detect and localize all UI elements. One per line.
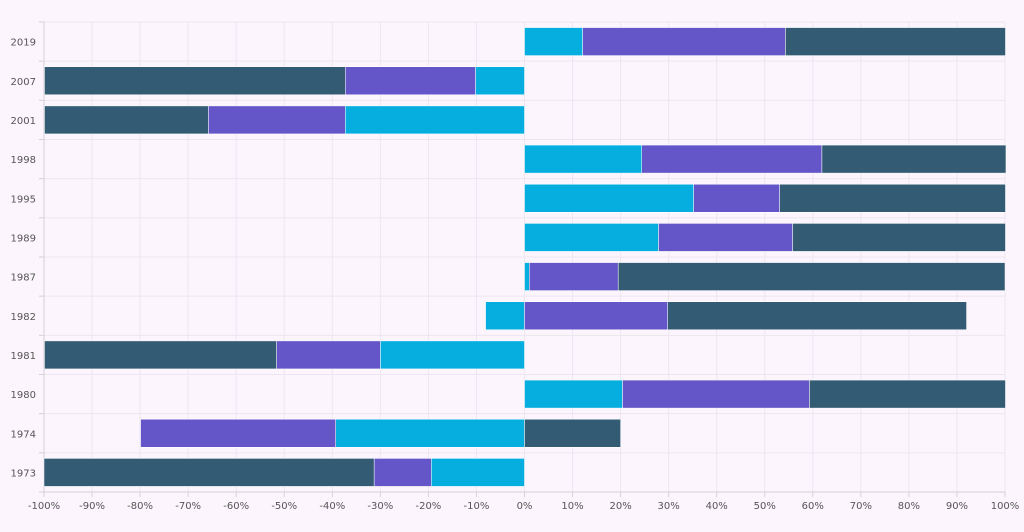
- x-tick-label: -60%: [223, 501, 249, 512]
- x-tick-label: -20%: [415, 501, 441, 512]
- x-tick-label: 70%: [850, 501, 872, 512]
- y-tick-label: 1980: [11, 390, 36, 401]
- y-tick-label: 1974: [11, 429, 36, 440]
- bar-segment-2007-series-1: [475, 66, 525, 95]
- x-tick-label: -90%: [79, 501, 105, 512]
- x-tick-label: -70%: [175, 501, 201, 512]
- x-tick-label: -30%: [367, 501, 393, 512]
- x-tick-label: 10%: [561, 501, 583, 512]
- bar-segment-1995-series-1: [524, 184, 694, 213]
- y-tick-label: 2007: [11, 77, 36, 88]
- bar-segment-1974-series-1: [335, 419, 525, 448]
- y-tick-label: 1995: [11, 194, 36, 205]
- bar-segment-1980-series-1: [524, 379, 623, 409]
- bar-segment-1998-series-3: [821, 144, 1007, 174]
- y-tick-label: 1982: [11, 312, 36, 323]
- y-tick-label: 1998: [11, 155, 36, 166]
- bar-segment-1995-series-2: [693, 184, 780, 213]
- y-tick-label: 2019: [11, 38, 36, 49]
- x-tick-label: -40%: [319, 501, 345, 512]
- bar-segment-1989-series-3: [792, 223, 1006, 252]
- bar-segment-2019-series-3: [785, 27, 1006, 56]
- bar-segment-1987-series-1: [524, 262, 530, 291]
- bar-segment-2007-series-3: [44, 66, 346, 95]
- bar-segment-1981-series-3: [44, 340, 277, 370]
- bar-segment-1987-series-3: [617, 262, 1006, 291]
- bar-segment-2001-series-3: [44, 105, 209, 135]
- x-tick-label: -100%: [28, 501, 60, 512]
- bar-segment-1998-series-2: [641, 144, 823, 174]
- bar-segment-1989-series-2: [658, 223, 793, 252]
- bar-segment-2007-series-2: [345, 66, 476, 95]
- x-tick-label: 60%: [802, 501, 824, 512]
- x-tick-label: 20%: [609, 501, 631, 512]
- bar-segment-1995-series-3: [779, 184, 1006, 213]
- bar-segment-1998-series-1: [524, 144, 642, 174]
- y-tick-label: 1973: [11, 468, 36, 479]
- bar-segment-1973-series-3: [43, 458, 375, 487]
- bar-segment-1987-series-2: [529, 262, 619, 291]
- x-tick-label: 30%: [658, 501, 680, 512]
- y-tick-label: 1989: [11, 233, 36, 244]
- y-tick-label: 1981: [11, 351, 36, 362]
- bar-segment-1974-series-3: [524, 419, 621, 448]
- bar-segment-1974-series-2: [140, 419, 336, 448]
- x-tick-label: 80%: [898, 501, 920, 512]
- bar-segment-2019-series-1: [524, 27, 583, 56]
- x-tick-label: -80%: [127, 501, 153, 512]
- bar-segment-1981-series-1: [380, 340, 525, 370]
- y-tick-label: 2001: [11, 116, 36, 127]
- bar-segment-1982-series-1: [485, 301, 525, 330]
- x-tick-label: 100%: [991, 501, 1020, 512]
- bar-segment-1989-series-1: [524, 223, 659, 252]
- bar-segment-1982-series-3: [667, 301, 967, 330]
- bar-segment-1973-series-1: [431, 458, 525, 487]
- bar-segment-2019-series-2: [582, 27, 786, 56]
- bar-segment-1980-series-2: [622, 379, 810, 409]
- x-tick-label: -50%: [271, 501, 297, 512]
- x-tick-label: 40%: [706, 501, 728, 512]
- bar-segment-1982-series-2: [524, 301, 668, 330]
- bar-segment-1981-series-2: [276, 340, 381, 370]
- bar-segment-1973-series-2: [373, 458, 432, 487]
- bar-segment-2001-series-1: [345, 105, 525, 135]
- x-tick-label: 50%: [754, 501, 776, 512]
- bar-segment-2001-series-2: [208, 105, 346, 135]
- x-tick-label: 90%: [946, 501, 968, 512]
- x-tick-label: -10%: [464, 501, 490, 512]
- bar-segment-1980-series-3: [809, 379, 1006, 409]
- x-tick-label: 0%: [517, 501, 533, 512]
- y-tick-label: 1987: [11, 273, 36, 284]
